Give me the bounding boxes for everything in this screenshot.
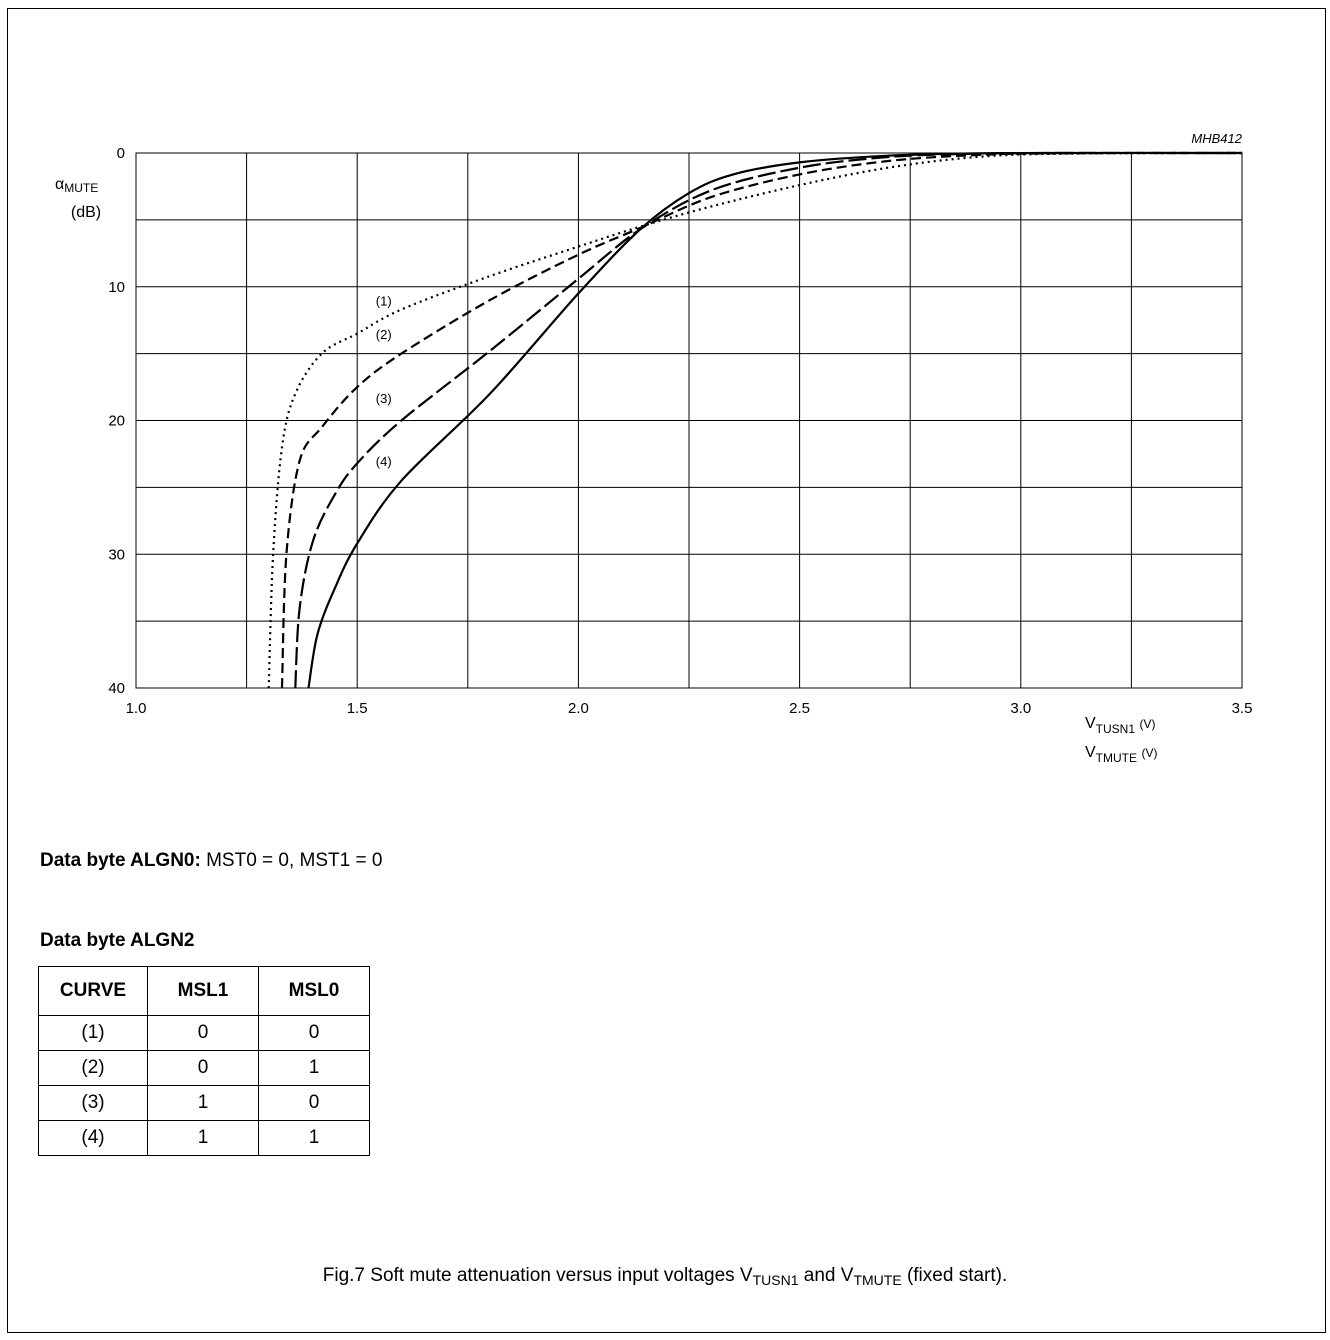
table-row: (3) 1 0 [38, 1085, 370, 1121]
x-tick-label: 3.0 [1010, 700, 1031, 717]
x-tick-label: 3.5 [1232, 700, 1253, 717]
table-cell: 1 [147, 1120, 259, 1156]
table-cell: (4) [38, 1120, 148, 1156]
x-tick-label: 1.5 [347, 700, 368, 717]
y-axis-unit: (dB) [71, 204, 101, 221]
x-tick-label: 1.0 [126, 700, 147, 717]
curve-label: (2) [376, 327, 392, 342]
figure-code: MHB412 [1191, 131, 1242, 146]
table-cell: 0 [258, 1085, 370, 1121]
curve-label: (1) [376, 293, 392, 308]
chart-curves: (1) (2) (3) (4) [267, 151, 1243, 689]
x-tick-label: 2.5 [789, 700, 810, 717]
figure-caption: Fig.7 Soft mute attenuation versus input… [322, 1265, 1008, 1288]
table-header: MSL0 [258, 966, 370, 1016]
y-axis-label: αMUTE [55, 176, 98, 195]
table-row: (2) 0 1 [38, 1050, 370, 1086]
chart-grid [135, 152, 1243, 689]
table-cell: 1 [147, 1085, 259, 1121]
table-cell: 0 [147, 1015, 259, 1051]
y-tick-label: 40 [108, 680, 125, 697]
y-tick-label: 10 [108, 279, 125, 296]
table-row: (4) 1 1 [38, 1120, 370, 1156]
chart-tick-labels: 1.0 1.5 2.0 2.5 3.0 3.5 0 10 20 30 40 [108, 145, 1252, 717]
series-line [280, 151, 1243, 689]
table-cell: (3) [38, 1085, 148, 1121]
table-title: Data byte ALGN2 [40, 930, 195, 951]
table-header: CURVE [38, 966, 148, 1016]
curve-label: (3) [376, 391, 392, 406]
chart: (1) (2) (3) (4) 1.0 1.5 2.0 2.5 3.0 3.5 0 10 20 30 40… [55, 131, 1252, 765]
series-line [307, 151, 1243, 689]
table-cell: 0 [258, 1015, 370, 1051]
table-header: MSL1 [147, 966, 259, 1016]
x-tick-label: 2.0 [568, 700, 589, 717]
x-axis-label-1: VTUSN1 (V) [1085, 715, 1155, 736]
y-tick-label: 20 [108, 413, 125, 430]
x-axis-label-2: VTMUTE (V) [1085, 744, 1157, 765]
table-cell: (2) [38, 1050, 148, 1086]
table-header-row: CURVE MSL1 MSL0 [38, 966, 370, 1016]
curve-setting-table: CURVE MSL1 MSL0 (1) 0 0 (2) 0 1 (3) 1 0 … [38, 966, 370, 1156]
table-cell: 1 [258, 1120, 370, 1156]
y-tick-label: 0 [117, 145, 125, 162]
table-row: (1) 0 0 [38, 1015, 370, 1051]
data-byte-note: Data byte ALGN0: MST0 = 0, MST1 = 0 [40, 850, 383, 871]
curve-label: (4) [376, 454, 392, 469]
table-cell: 1 [258, 1050, 370, 1086]
figure-frame [7, 8, 1326, 1333]
table-cell: (1) [38, 1015, 148, 1051]
table-cell: 0 [147, 1050, 259, 1086]
y-tick-label: 30 [108, 546, 125, 563]
